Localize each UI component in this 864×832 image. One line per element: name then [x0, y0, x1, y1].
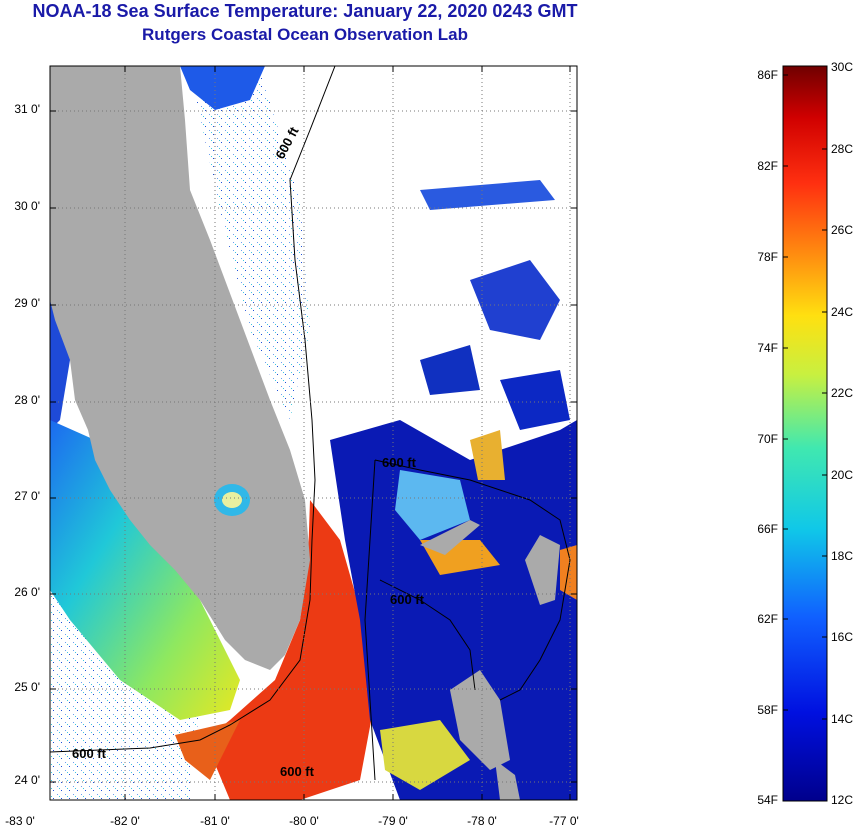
lat-label-24: 24 0' — [14, 773, 40, 787]
grand-bahama-island — [420, 520, 480, 555]
colorbar-label-78f: 78F — [757, 250, 778, 264]
warm-patch-north — [470, 430, 505, 480]
colorbar-label-70f: 70F — [757, 432, 778, 446]
lon-label-80: -80 0' — [289, 814, 319, 828]
colorbar-label-24c: 24C — [831, 305, 854, 319]
colorbar-label-26c: 26C — [831, 223, 854, 237]
cloud-gap-blue-2 — [420, 345, 480, 395]
lake-okeechobee-center — [222, 492, 242, 508]
cloud-gap-blue-1 — [470, 260, 560, 340]
lat-label-28: 28 0' — [14, 393, 40, 407]
gulf-shelf-water — [50, 420, 240, 720]
colorbar-label-54f: 54F — [757, 793, 778, 807]
lon-label-78: -78 0' — [467, 814, 497, 828]
warm-patch-edge — [560, 545, 577, 600]
gulf-stream-warm-water — [205, 500, 375, 800]
colorbar-label-18c: 18C — [831, 549, 854, 563]
lon-label-81: -81 0' — [200, 814, 230, 828]
georgia-landmass — [50, 66, 180, 72]
lat-label-29: 29 0' — [14, 296, 40, 310]
andros-island — [450, 670, 510, 770]
keys-warm-water — [175, 720, 240, 780]
bahamas-south-island — [495, 760, 520, 800]
colorbar-label-86f: 86F — [757, 68, 778, 82]
florida-landmass — [50, 66, 310, 670]
mixed-water-patch — [395, 470, 470, 540]
colorbar-label-12c: 12C — [831, 793, 854, 807]
lat-label-25: 25 0' — [14, 680, 40, 694]
cloud-gap-blue-3 — [420, 180, 555, 210]
isobath-600ft-great-bahama — [379, 579, 476, 691]
colorbar-label-30c: 30C — [831, 60, 854, 74]
lat-label-30: 30 0' — [14, 199, 40, 213]
contour-label-600ft-straits: 600 ft — [280, 764, 315, 779]
isobath-600ft-florida — [50, 66, 336, 753]
lon-label-83: -83 0' — [5, 814, 35, 828]
lon-label-77: -77 0' — [549, 814, 579, 828]
map-subtitle: Rutgers Coastal Ocean Observation Lab — [142, 25, 468, 44]
colorbar-label-14c: 14C — [831, 712, 854, 726]
colorbar-label-58f: 58F — [757, 703, 778, 717]
lat-label-27: 27 0' — [14, 489, 40, 503]
colorbar-label-16c: 16C — [831, 630, 854, 644]
contour-label-600ft-little-bahama: 600 ft — [382, 455, 417, 470]
colorbar-label-74f: 74F — [757, 341, 778, 355]
map-ticks — [50, 66, 577, 800]
abaco-island — [525, 535, 560, 605]
colorbar-label-28c: 28C — [831, 142, 854, 156]
contour-label-600ft-great-bahama: 600 ft — [390, 592, 425, 607]
cloud-gap-blue-4 — [500, 370, 570, 430]
map-frame — [49, 65, 578, 801]
atlantic-north-blue-patch — [180, 66, 265, 110]
colorbar-label-82f: 82F — [757, 159, 778, 173]
bahamas-cool-water — [330, 420, 577, 800]
colorbar-ticks — [783, 74, 827, 720]
isobath-600ft-channel — [364, 459, 376, 781]
coastal-speckle — [190, 70, 310, 420]
sst-colorbar — [782, 65, 828, 802]
lat-label-31: 31 0' — [14, 102, 40, 116]
map-title: NOAA-18 Sea Surface Temperature: January… — [32, 1, 578, 21]
colorbar-label-22c: 22C — [831, 386, 854, 400]
colorbar-label-20c: 20C — [831, 468, 854, 482]
colorbar-label-66f: 66F — [757, 522, 778, 536]
warm-patch-south — [380, 720, 470, 790]
lon-label-79: -79 0' — [378, 814, 408, 828]
lon-label-82: -82 0' — [110, 814, 140, 828]
contour-label-600ft-keys: 600 ft — [72, 746, 107, 761]
isobath-600ft-little-bahama — [374, 459, 571, 701]
colorbar-label-62f: 62F — [757, 612, 778, 626]
lat-label-26: 26 0' — [14, 585, 40, 599]
